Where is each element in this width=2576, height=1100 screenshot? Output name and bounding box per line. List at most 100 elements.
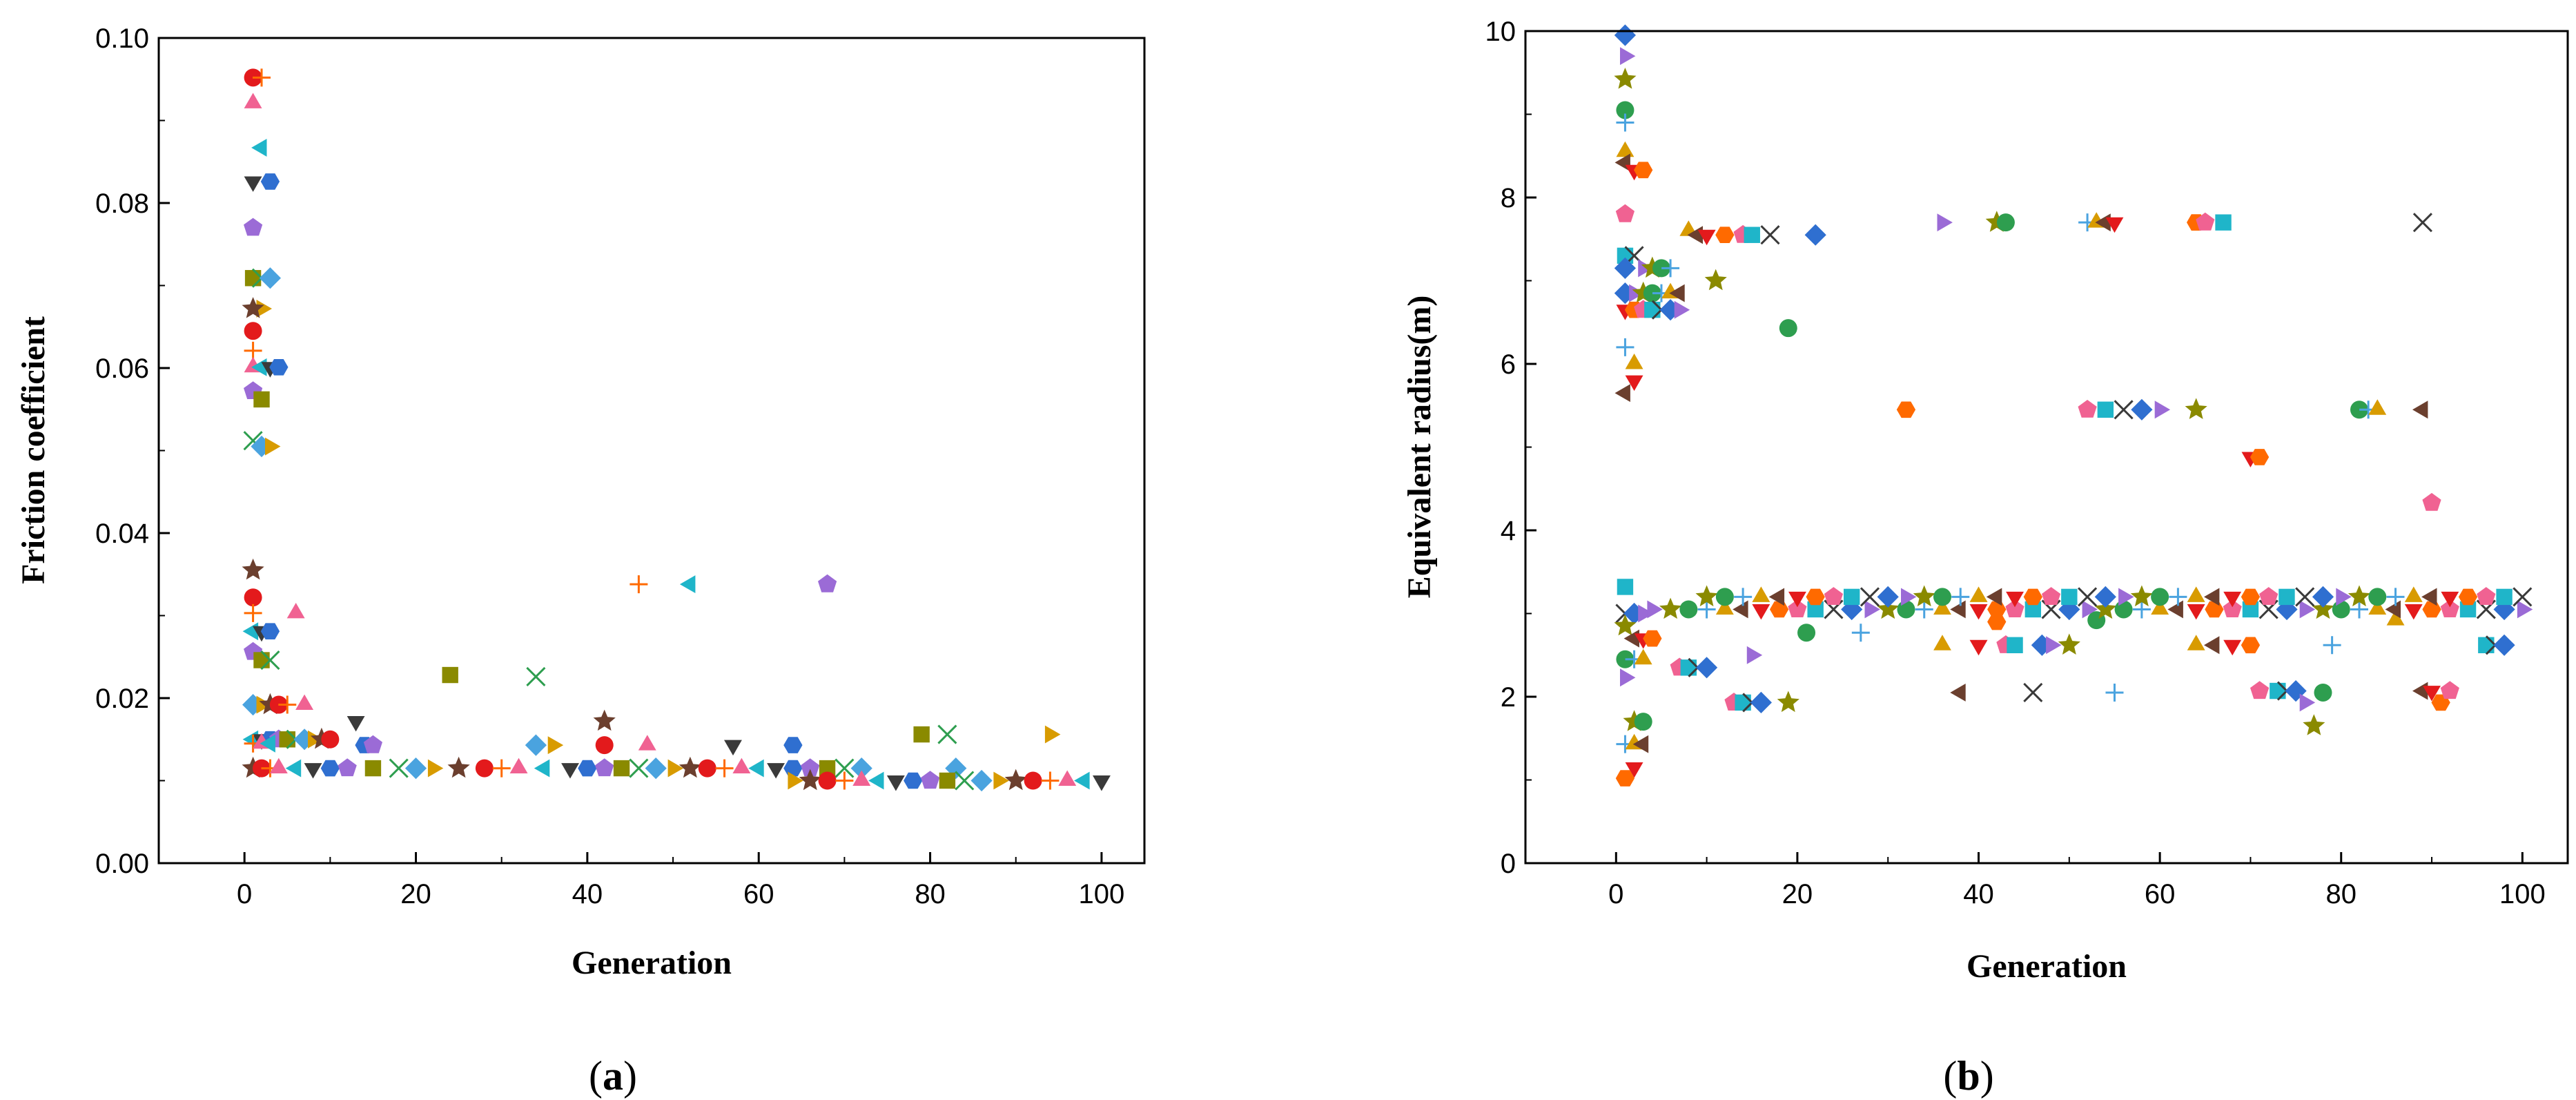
data-point — [2385, 600, 2401, 619]
data-point — [389, 758, 409, 778]
data-point — [1746, 646, 1763, 664]
panel-a-y-ticks: 0.00 0.02 0.04 0.06 0.08 0.10 — [95, 23, 170, 879]
data-point — [724, 740, 742, 756]
data-point — [2422, 601, 2441, 618]
data-point — [265, 437, 281, 456]
data-point — [1625, 762, 1643, 778]
data-point — [2368, 399, 2387, 415]
data-point — [1788, 599, 1807, 617]
data-point — [2130, 585, 2153, 607]
panel-a-caption: (a) — [589, 1053, 637, 1099]
data-point — [2496, 588, 2512, 606]
data-point — [783, 760, 803, 777]
data-point — [442, 666, 458, 684]
data-point — [509, 758, 528, 773]
data-point — [630, 575, 648, 594]
data-point — [286, 603, 305, 619]
data-point — [1797, 624, 1816, 642]
data-point — [2006, 591, 2024, 608]
data-point — [1768, 588, 1785, 606]
data-point — [1680, 659, 1697, 676]
data-point — [279, 731, 295, 748]
x-tick-label: 60 — [743, 879, 774, 909]
data-point — [320, 760, 340, 777]
data-point — [1760, 225, 1780, 245]
data-point — [2517, 600, 2533, 619]
data-point — [1614, 153, 1630, 172]
x-tick-label: 0 — [237, 879, 252, 909]
data-point — [799, 769, 821, 791]
data-point — [1616, 141, 1635, 157]
data-point — [244, 341, 262, 360]
data-point — [364, 760, 382, 777]
data-point — [1733, 600, 1748, 619]
data-point — [1752, 604, 1770, 620]
data-point — [595, 758, 614, 777]
data-point — [593, 709, 616, 731]
data-point — [2279, 588, 2295, 606]
data-point — [1615, 204, 1635, 222]
data-point — [679, 575, 696, 593]
data-point — [525, 734, 547, 756]
data-point — [1788, 591, 1806, 608]
data-point — [2459, 601, 2477, 618]
data-point — [2078, 587, 2098, 607]
panel-b-marks — [1614, 24, 2533, 787]
data-point — [2114, 400, 2134, 420]
data-point — [2187, 604, 2205, 620]
data-point — [818, 574, 837, 592]
data-point — [244, 322, 262, 340]
data-point — [447, 756, 470, 778]
data-point — [1704, 269, 1727, 291]
data-point — [1695, 585, 1718, 607]
data-point — [1661, 259, 1680, 278]
data-point — [2350, 401, 2368, 419]
data-point — [1986, 588, 2002, 606]
data-point — [939, 772, 956, 789]
panel-b-y-axis-title: Equivalent radius(m) — [1401, 296, 1438, 599]
data-point — [835, 771, 854, 790]
data-point — [788, 771, 803, 790]
data-point — [526, 666, 546, 686]
data-point — [1093, 775, 1111, 791]
data-point — [269, 758, 288, 773]
panel-a-marks — [242, 68, 1111, 792]
data-point — [1620, 668, 1636, 687]
data-point — [253, 652, 270, 668]
data-point — [244, 604, 262, 622]
data-point — [1074, 771, 1090, 790]
data-point — [850, 758, 872, 780]
panel-a-x-axis-title: Generation — [572, 945, 732, 981]
panel-b-caption: (b) — [1943, 1053, 1993, 1099]
data-point — [2386, 588, 2405, 606]
x-tick-label: 60 — [2145, 879, 2176, 909]
data-point — [1987, 613, 2007, 630]
data-point — [1669, 284, 1685, 302]
data-point — [2493, 634, 2515, 656]
panel-a-x-ticks: 0 20 40 60 80 100 — [158, 852, 1124, 909]
data-point — [2215, 214, 2232, 231]
data-point — [1896, 401, 1916, 418]
data-point — [852, 770, 871, 786]
data-point — [1804, 224, 1826, 246]
data-point — [2187, 586, 2205, 602]
data-point — [2094, 597, 2117, 619]
panel-b-x-ticks: 0 20 40 60 80 100 — [1525, 852, 2546, 909]
data-point — [595, 736, 614, 755]
data-point — [2412, 213, 2432, 233]
data-point — [2314, 683, 2332, 702]
data-point — [732, 758, 751, 773]
data-point — [244, 93, 262, 108]
data-point — [2368, 588, 2387, 606]
data-point — [2094, 586, 2116, 608]
data-point — [1933, 599, 1951, 615]
data-point — [1996, 213, 2015, 232]
data-point — [1647, 600, 1663, 619]
data-point — [1617, 579, 1634, 595]
data-point — [244, 588, 262, 607]
data-point — [1616, 101, 1635, 119]
data-point — [1614, 24, 1636, 46]
data-point — [1041, 771, 1060, 790]
panel-a-y-axis-title: Friction coefficient — [15, 316, 52, 584]
y-tick-label: 8 — [1501, 183, 1516, 213]
